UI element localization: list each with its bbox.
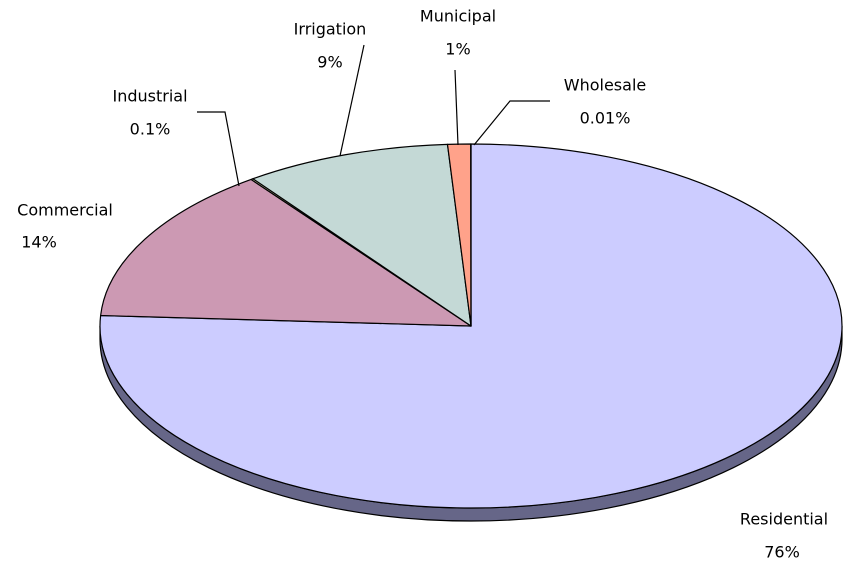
value-label: 9%: [317, 53, 342, 72]
slice-label: Commercial: [17, 201, 113, 220]
pie-slice: [100, 178, 472, 327]
leader-line: [339, 44, 365, 157]
slice-label: Industrial: [112, 87, 187, 106]
slice-label: Municipal: [420, 7, 496, 26]
pie: [99, 143, 843, 522]
slice-label: Irrigation: [294, 20, 367, 39]
leader-line: [454, 69, 459, 146]
value-label: 0.1%: [130, 120, 171, 139]
value-label: 76%: [764, 543, 800, 562]
leader-line: [473, 100, 550, 146]
pie-slice: [99, 143, 843, 509]
value-label: 14%: [21, 233, 57, 252]
value-label: 0.01%: [580, 109, 631, 128]
pie-slice: [252, 143, 472, 327]
slice-label: Residential: [740, 510, 828, 529]
slice-label: Wholesale: [564, 76, 646, 95]
leader-line: [197, 111, 240, 187]
leader-lines: [197, 44, 550, 187]
value-label: 1%: [445, 40, 470, 59]
